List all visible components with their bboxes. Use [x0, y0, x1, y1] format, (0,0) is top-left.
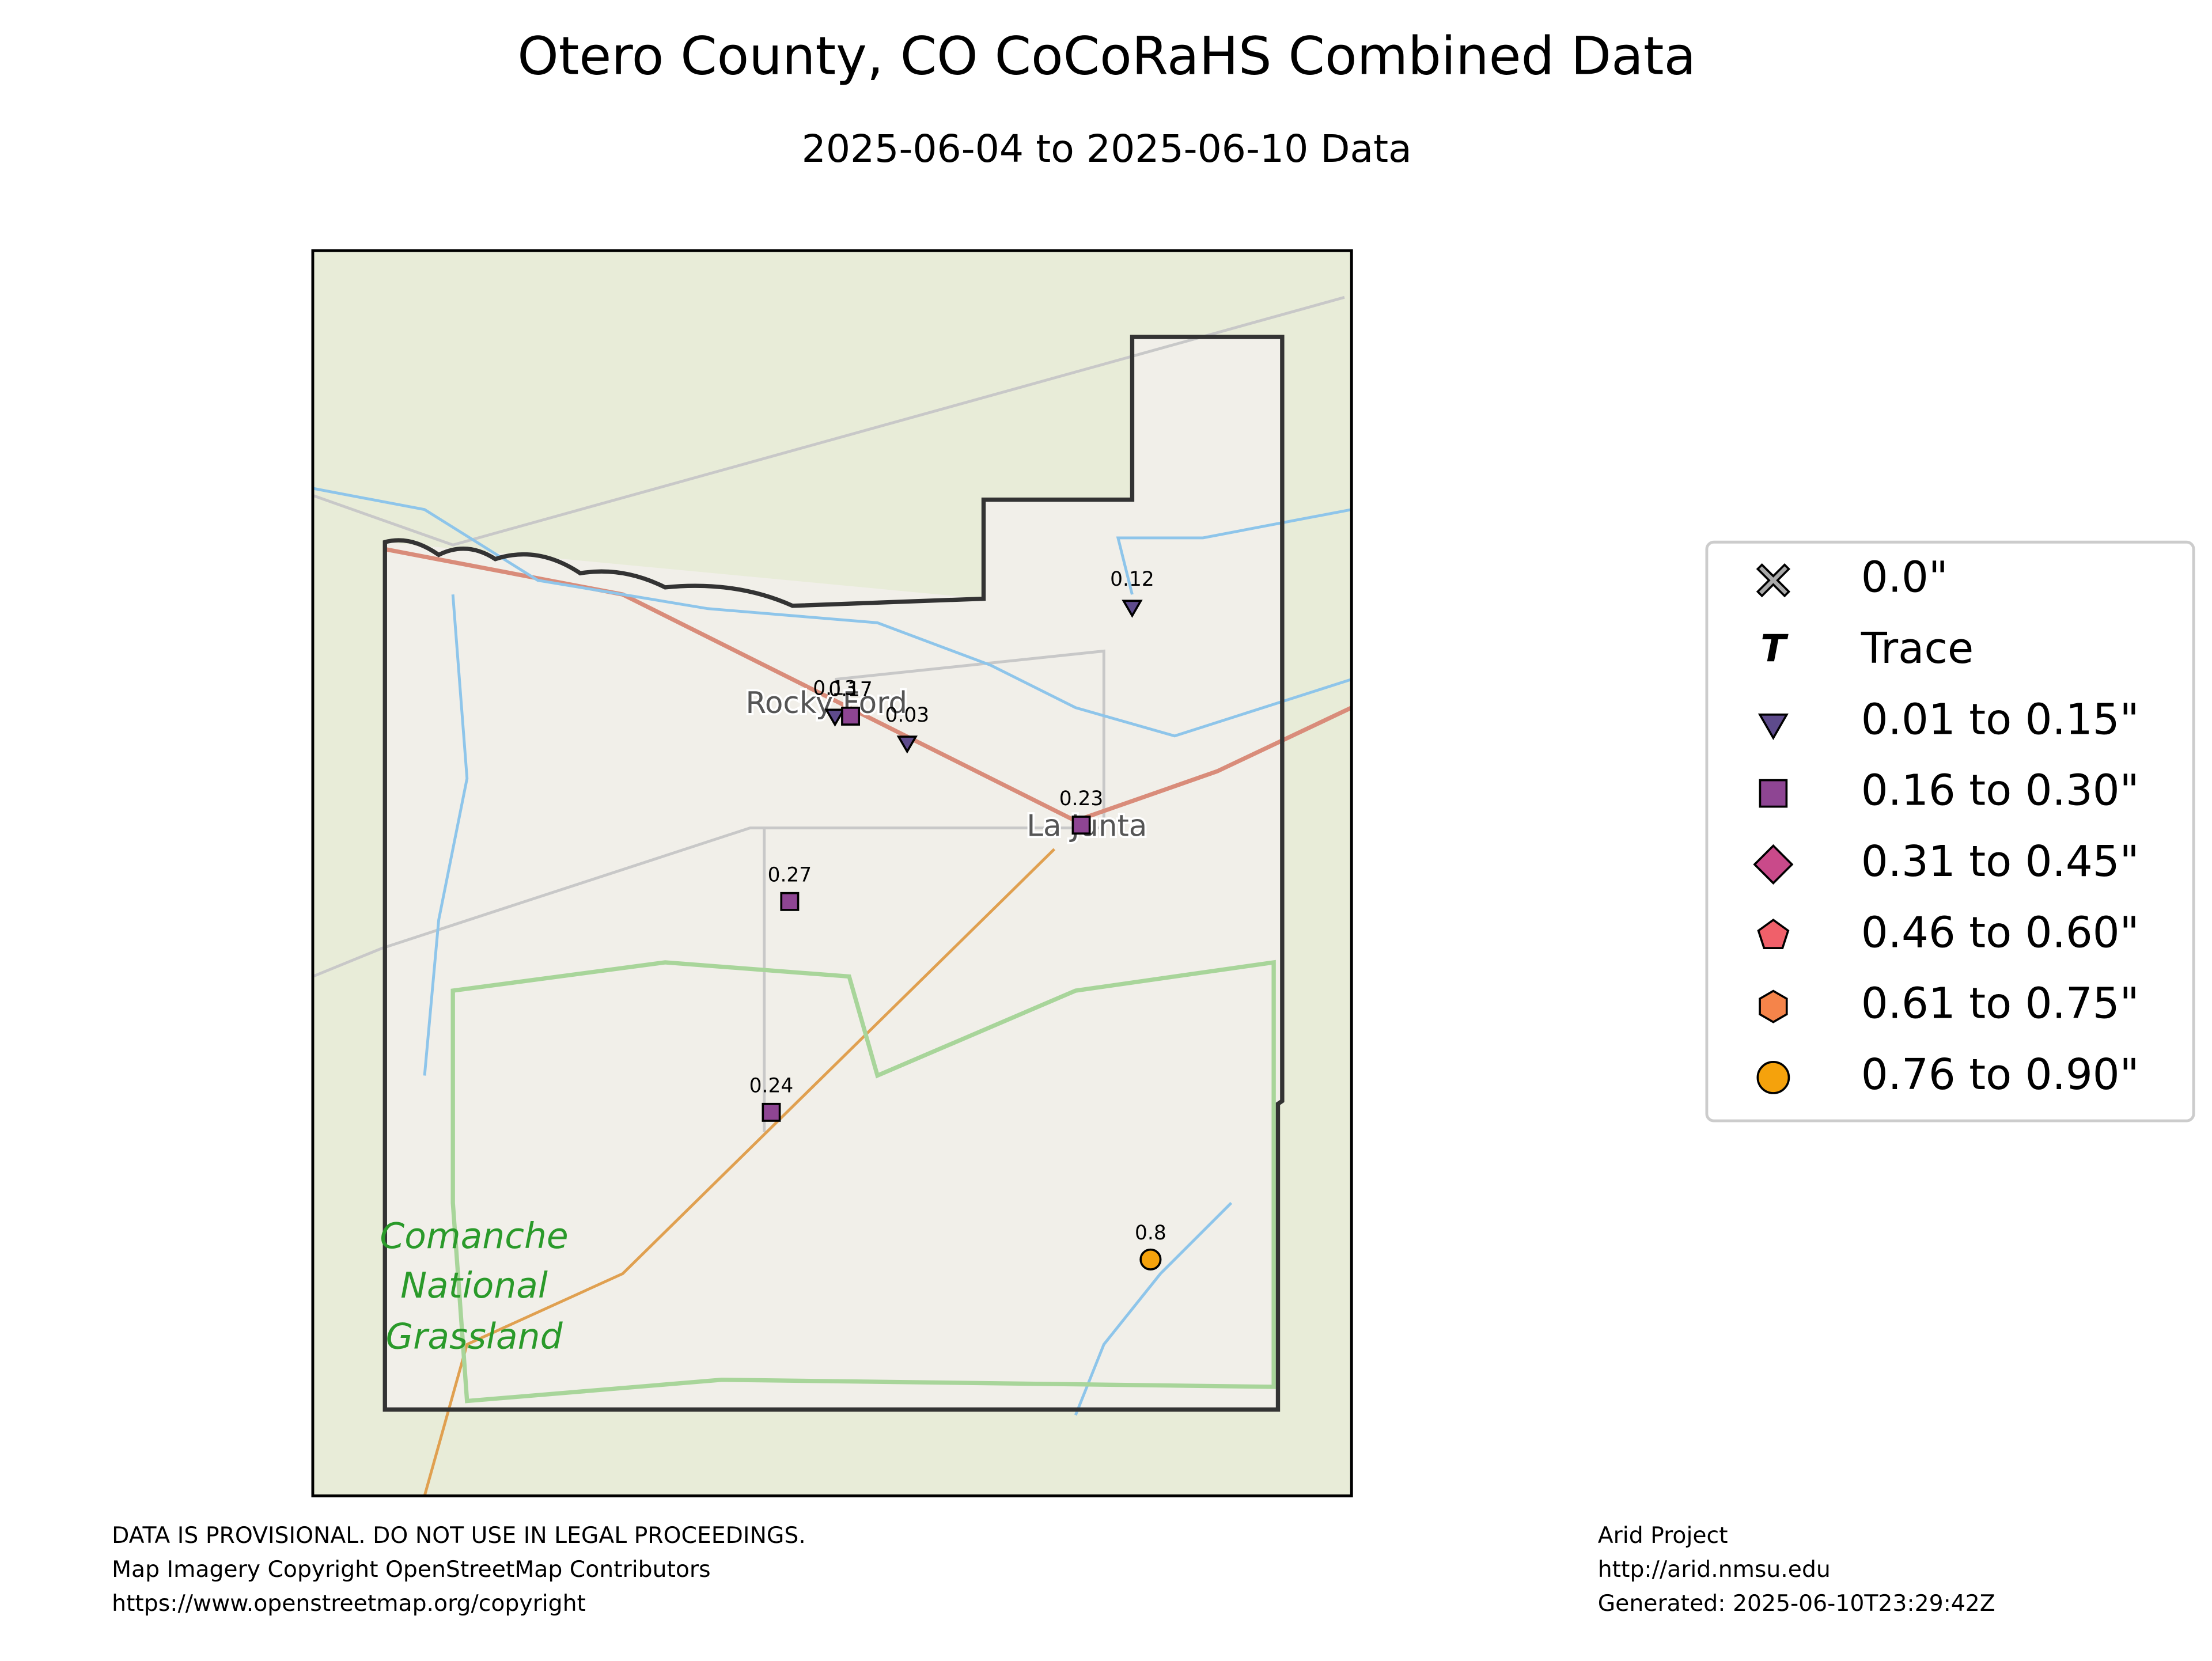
basemap: Rocky Ford La Junta Comanche National Gr…	[311, 249, 1353, 1497]
marker	[1122, 600, 1143, 618]
subtitle: 2025-06-04 to 2025-06-10 Data	[802, 126, 1412, 171]
station-label: 0.24	[749, 1075, 794, 1098]
railway	[423, 848, 1056, 1496]
station-label: 0.8	[1135, 1222, 1166, 1245]
map-frame	[311, 249, 1353, 1497]
marker	[824, 708, 846, 727]
marker	[780, 892, 800, 911]
marker	[841, 706, 861, 726]
roads	[312, 295, 1345, 1132]
legend-label: 0.46 to 0.60"	[1861, 908, 2139, 957]
marker	[762, 1102, 781, 1122]
rivers	[312, 487, 1353, 1416]
marker	[1759, 989, 1788, 1023]
place-label: National	[400, 1265, 548, 1306]
footer-text: Map Imagery Copyright OpenStreetMap Cont…	[112, 1557, 711, 1583]
legend-label: Trace	[1861, 624, 1974, 673]
legend-box	[1705, 540, 2195, 1122]
station-label: 0.13	[813, 677, 857, 700]
marker	[896, 735, 918, 754]
legend-label: 0.31 to 0.45"	[1861, 837, 2139, 886]
marker: T	[1760, 628, 1789, 671]
legend-label: 0.61 to 0.75"	[1861, 980, 2139, 1029]
marker	[1758, 713, 1789, 740]
marker	[1756, 1061, 1790, 1094]
station-label: 0.17	[828, 678, 873, 701]
station-label: 0.23	[1059, 787, 1104, 810]
footer-text: Generated: 2025-06-10T23:29:42Z	[1598, 1591, 1995, 1617]
footer-text: Arid Project	[1598, 1523, 1728, 1549]
marker	[1757, 918, 1790, 949]
grassland-outline	[450, 960, 1276, 1404]
station-label: 0.03	[885, 704, 930, 727]
legend-label: 0.16 to 0.30"	[1861, 767, 2139, 816]
legend-label: 0.01 to 0.15"	[1861, 695, 2139, 744]
marker	[1071, 816, 1091, 835]
footer-text: https://www.openstreetmap.org/copyright	[112, 1591, 586, 1617]
county-outline	[382, 335, 1285, 1412]
legend-label: 0.0"	[1861, 553, 1948, 602]
station-label: 0.12	[1110, 568, 1154, 591]
county-fill	[385, 337, 1282, 1410]
footer-text: http://arid.nmsu.edu	[1598, 1557, 1831, 1583]
marker	[1756, 563, 1791, 598]
marker	[1139, 1248, 1162, 1271]
place-label: Rocky Ford	[745, 686, 907, 720]
title: Otero County, CO CoCoRaHS Combined Data	[517, 26, 1696, 86]
footer-text: DATA IS PROVISIONAL. DO NOT USE IN LEGAL…	[112, 1523, 806, 1549]
station-label: 0.27	[768, 864, 812, 887]
place-label: Grassland	[386, 1317, 563, 1357]
marker	[1753, 844, 1794, 885]
marker	[1759, 779, 1788, 808]
place-label: Comanche	[380, 1216, 568, 1257]
legend-label: 0.76 to 0.90"	[1861, 1051, 2139, 1099]
